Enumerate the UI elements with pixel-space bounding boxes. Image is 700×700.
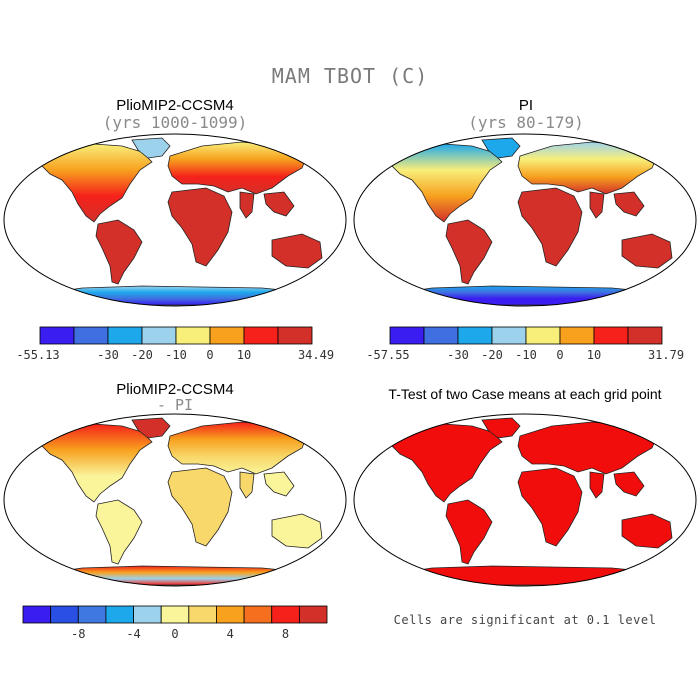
colorbar-tick-label: 8 [282,627,289,641]
colorbar-tick-label: -20 [481,348,503,362]
colorbar-swatch [107,326,143,345]
map-panel-diff [3,413,347,587]
significance-note: Cells are significant at 0.1 level [393,613,657,627]
colorbar-tick-label: -20 [131,348,153,362]
map-panel-ttest [353,413,697,587]
panel-title-diff: PlioMIP2-CCSM4 [116,381,234,398]
panel-subtitle-pliomip: (yrs 1000-1099) [102,113,248,132]
colorbar-diff: -8 -4 0 4 8 [22,605,328,641]
colorbar-swatch [243,326,279,345]
map-panel-pliomip [3,133,347,307]
colorbar-tick-label: 0 [171,627,178,641]
colorbar-swatch [141,326,177,345]
colorbar-tick-label: -30 [447,348,469,362]
panel-subtitle-pi: (yrs 80-179) [468,113,584,132]
colorbar-tick-label: 34.49 [298,348,334,362]
figure-title: MAM TBOT (C) [271,64,429,88]
panel-title-ttest: T-Test of two Case means at each grid po… [388,386,662,402]
colorbar-tick-label: 10 [237,348,251,362]
colorbar-swatch [105,605,134,624]
colorbar-tick-label: 10 [587,348,601,362]
colorbar-swatch [50,605,79,624]
panel-title-pi: PI [518,97,534,114]
colorbar-swatch [457,326,493,345]
colorbar-swatch [188,605,217,624]
colorbar-swatch [243,605,273,624]
colorbar-swatch [593,326,629,345]
colorbar-swatch [77,605,107,624]
colorbar-tick-label: -30 [97,348,119,362]
colorbar-tick-label: -8 [71,627,85,641]
colorbar-swatch [559,326,595,345]
colorbar-swatch [389,326,425,345]
colorbar-pliomip: -55.13 -30 -20 -10 0 10 34.49 [16,326,334,362]
colorbar-tick-label: -10 [515,348,537,362]
colorbar-tick-label: -10 [165,348,187,362]
colorbar-swatch [209,326,245,345]
colorbar-swatch [298,605,328,624]
colorbar-swatch [627,326,663,345]
colorbar-swatch [525,326,561,345]
colorbar-swatch [491,326,527,345]
colorbar-swatch [73,326,109,345]
colorbar-swatch [216,605,245,624]
colorbar-tick-label: -55.13 [16,348,59,362]
map-panel-pi [353,133,697,307]
colorbar-tick-label: -4 [126,627,140,641]
colorbar-tick-label: 4 [227,627,234,641]
colorbar-tick-label: -57.55 [366,348,409,362]
colorbar-swatch [39,326,75,345]
panel-title-pliomip: PlioMIP2-CCSM4 [116,97,234,114]
colorbar-swatch [133,605,162,624]
colorbar-pi: -57.55 -30 -20 -10 0 10 31.79 [366,326,684,362]
colorbar-tick-label: 31.79 [648,348,684,362]
colorbar-swatch [271,605,300,624]
colorbar-tick-label: 0 [206,348,213,362]
colorbar-tick-label: 0 [556,348,563,362]
colorbar-swatch [423,326,459,345]
panel-subtitle-diff: - PI [156,396,194,414]
colorbar-swatch [277,326,313,345]
colorbar-swatch [22,605,52,624]
colorbar-swatch [175,326,211,345]
colorbar-swatch [160,605,190,624]
